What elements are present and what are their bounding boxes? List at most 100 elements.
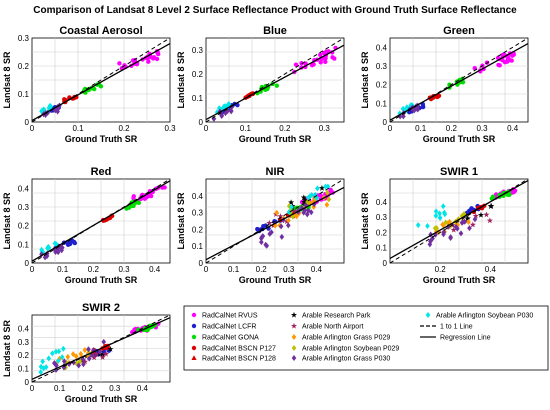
data-point [136, 200, 142, 205]
data-point [148, 193, 154, 199]
x-tick-label: 0.3 [109, 384, 121, 393]
panel-title: Coastal Aerosol [59, 25, 142, 37]
data-point [274, 209, 280, 216]
y-tick-label: 0.3 [376, 213, 388, 222]
regression-line [31, 317, 171, 380]
panel-blue: 0 0.1 0.2 0.3 0 0.1 0.2 0.3 Blue Ground Truth SR L… [176, 25, 345, 144]
data-point [404, 104, 410, 111]
data-point [292, 208, 299, 214]
legend: RadCalNet RVUS RadCalNet LCFR RadCalNet GO… [183, 305, 549, 371]
legend-marker [291, 345, 297, 351]
legend-label: Arable Arlington Soybean P029 [302, 346, 399, 353]
y-tick-label: 0 [383, 118, 388, 127]
data-point [443, 219, 449, 226]
x-axis-label: Ground Truth SR [239, 275, 312, 285]
data-point [278, 223, 284, 230]
x-axis-label: Ground Truth SR [65, 134, 138, 144]
data-point [144, 195, 149, 200]
y-axis-label: Landsat 8 SR [360, 51, 370, 109]
data-point [477, 211, 485, 218]
data-point [301, 209, 307, 216]
data-point [288, 199, 295, 206]
data-point [267, 230, 273, 237]
data-point [216, 105, 222, 112]
data-point [472, 216, 478, 223]
regression-line [31, 180, 171, 262]
y-tick-label: 0.1 [18, 365, 30, 374]
panel-swir-2: 0 0.1 0.2 0.3 0.4 0 0.1 0.2 0.3 0.4 SWIR 2 Ground T… [2, 302, 171, 404]
series-arable-arlington-soybean-p030 [415, 203, 448, 229]
data-point [42, 254, 48, 261]
y-tick-label: 0.2 [192, 70, 204, 79]
legend-label: Arable Arlington Soybean P030 [436, 313, 533, 320]
data-point [40, 358, 45, 365]
series-radcalnet-gona [124, 199, 142, 211]
legend-label: Arable North Airport [302, 324, 364, 331]
data-point [61, 345, 66, 352]
data-point [300, 194, 307, 201]
series-arable-arlington-soybean-p029 [432, 210, 467, 232]
data-point [41, 365, 46, 372]
data-point [72, 240, 78, 246]
y-tick-label: 0.2 [376, 81, 388, 90]
series-arable-arlington-soybean-p030 [286, 183, 331, 215]
data-point [420, 104, 426, 109]
y-tick-label: 0.3 [18, 203, 30, 212]
y-tick-label: 0.1 [18, 90, 30, 99]
data-point [102, 350, 110, 357]
x-tick-label: 0.4 [507, 124, 519, 133]
x-tick-label: 0 [204, 124, 209, 133]
data-point [48, 103, 54, 110]
data-point [441, 231, 446, 238]
data-point [469, 221, 476, 228]
panel-swir-1: 0.2 0.4 0 0.1 0.2 0.3 0.4 SWIR 1 Ground Truth SR… [360, 166, 529, 285]
y-tick-label: 0.2 [376, 228, 388, 237]
data-point [308, 209, 314, 216]
legend-marker [291, 334, 297, 340]
data-point [415, 102, 421, 109]
data-point [56, 348, 62, 355]
data-point [323, 59, 328, 65]
regression-line [389, 179, 529, 259]
data-point [225, 102, 230, 109]
data-point [263, 223, 268, 228]
data-point [458, 230, 464, 237]
y-axis-label: Landsat 8 SR [176, 51, 186, 109]
data-point [324, 201, 330, 208]
data-point [434, 225, 439, 232]
legend-item-radcalnet-gona: RadCalNet GONA [191, 335, 259, 342]
data-point [59, 354, 65, 361]
y-tick-label: 0 [25, 259, 30, 268]
data-point [279, 233, 285, 240]
data-point [117, 61, 122, 66]
data-point [500, 58, 505, 63]
data-point [228, 108, 234, 115]
data-point [437, 214, 443, 221]
panel-nir: 0 0.1 0.2 0.3 0.4 0 0.1 0.2 0.3 0.4 NIR Ground Trut… [176, 166, 345, 285]
data-point [107, 345, 114, 352]
data-point [302, 197, 309, 203]
series-arable-arlington-soybean-p030 [38, 345, 66, 376]
y-tick-label: 0.1 [376, 244, 388, 253]
data-point [332, 56, 337, 61]
one-to-one-line [389, 37, 529, 123]
panel-red: 0 0.1 0.2 0.3 0.4 0 0.1 0.2 0.3 0.4 Red Ground Trut… [2, 166, 171, 285]
legend-item-radcalnet-bscn-p128: RadCalNet BSCN P128 [191, 355, 276, 363]
legend-item-regression-line: Regression Line [420, 335, 491, 342]
panel-title: NIR [266, 166, 285, 178]
legend-marker [191, 312, 197, 318]
legend-marker [191, 345, 197, 351]
y-tick-label: 0.3 [18, 338, 30, 347]
series-radcalnet-bscn-p127 [427, 93, 442, 102]
one-to-one-line [205, 178, 345, 264]
legend-label: RadCalNet BSCN P128 [202, 356, 276, 363]
data-point [314, 194, 320, 201]
data-point [65, 353, 71, 360]
y-axis-label: Landsat 8 SR [360, 192, 370, 250]
legend-item-arable-arlington-grass-p030: Arable Arlington Grass P030 [291, 355, 390, 363]
data-point [496, 62, 501, 68]
y-tick-label: 0.1 [18, 240, 30, 249]
x-tick-label: 0.4 [149, 265, 161, 274]
data-point [40, 248, 46, 255]
one-to-one-line [31, 37, 171, 123]
